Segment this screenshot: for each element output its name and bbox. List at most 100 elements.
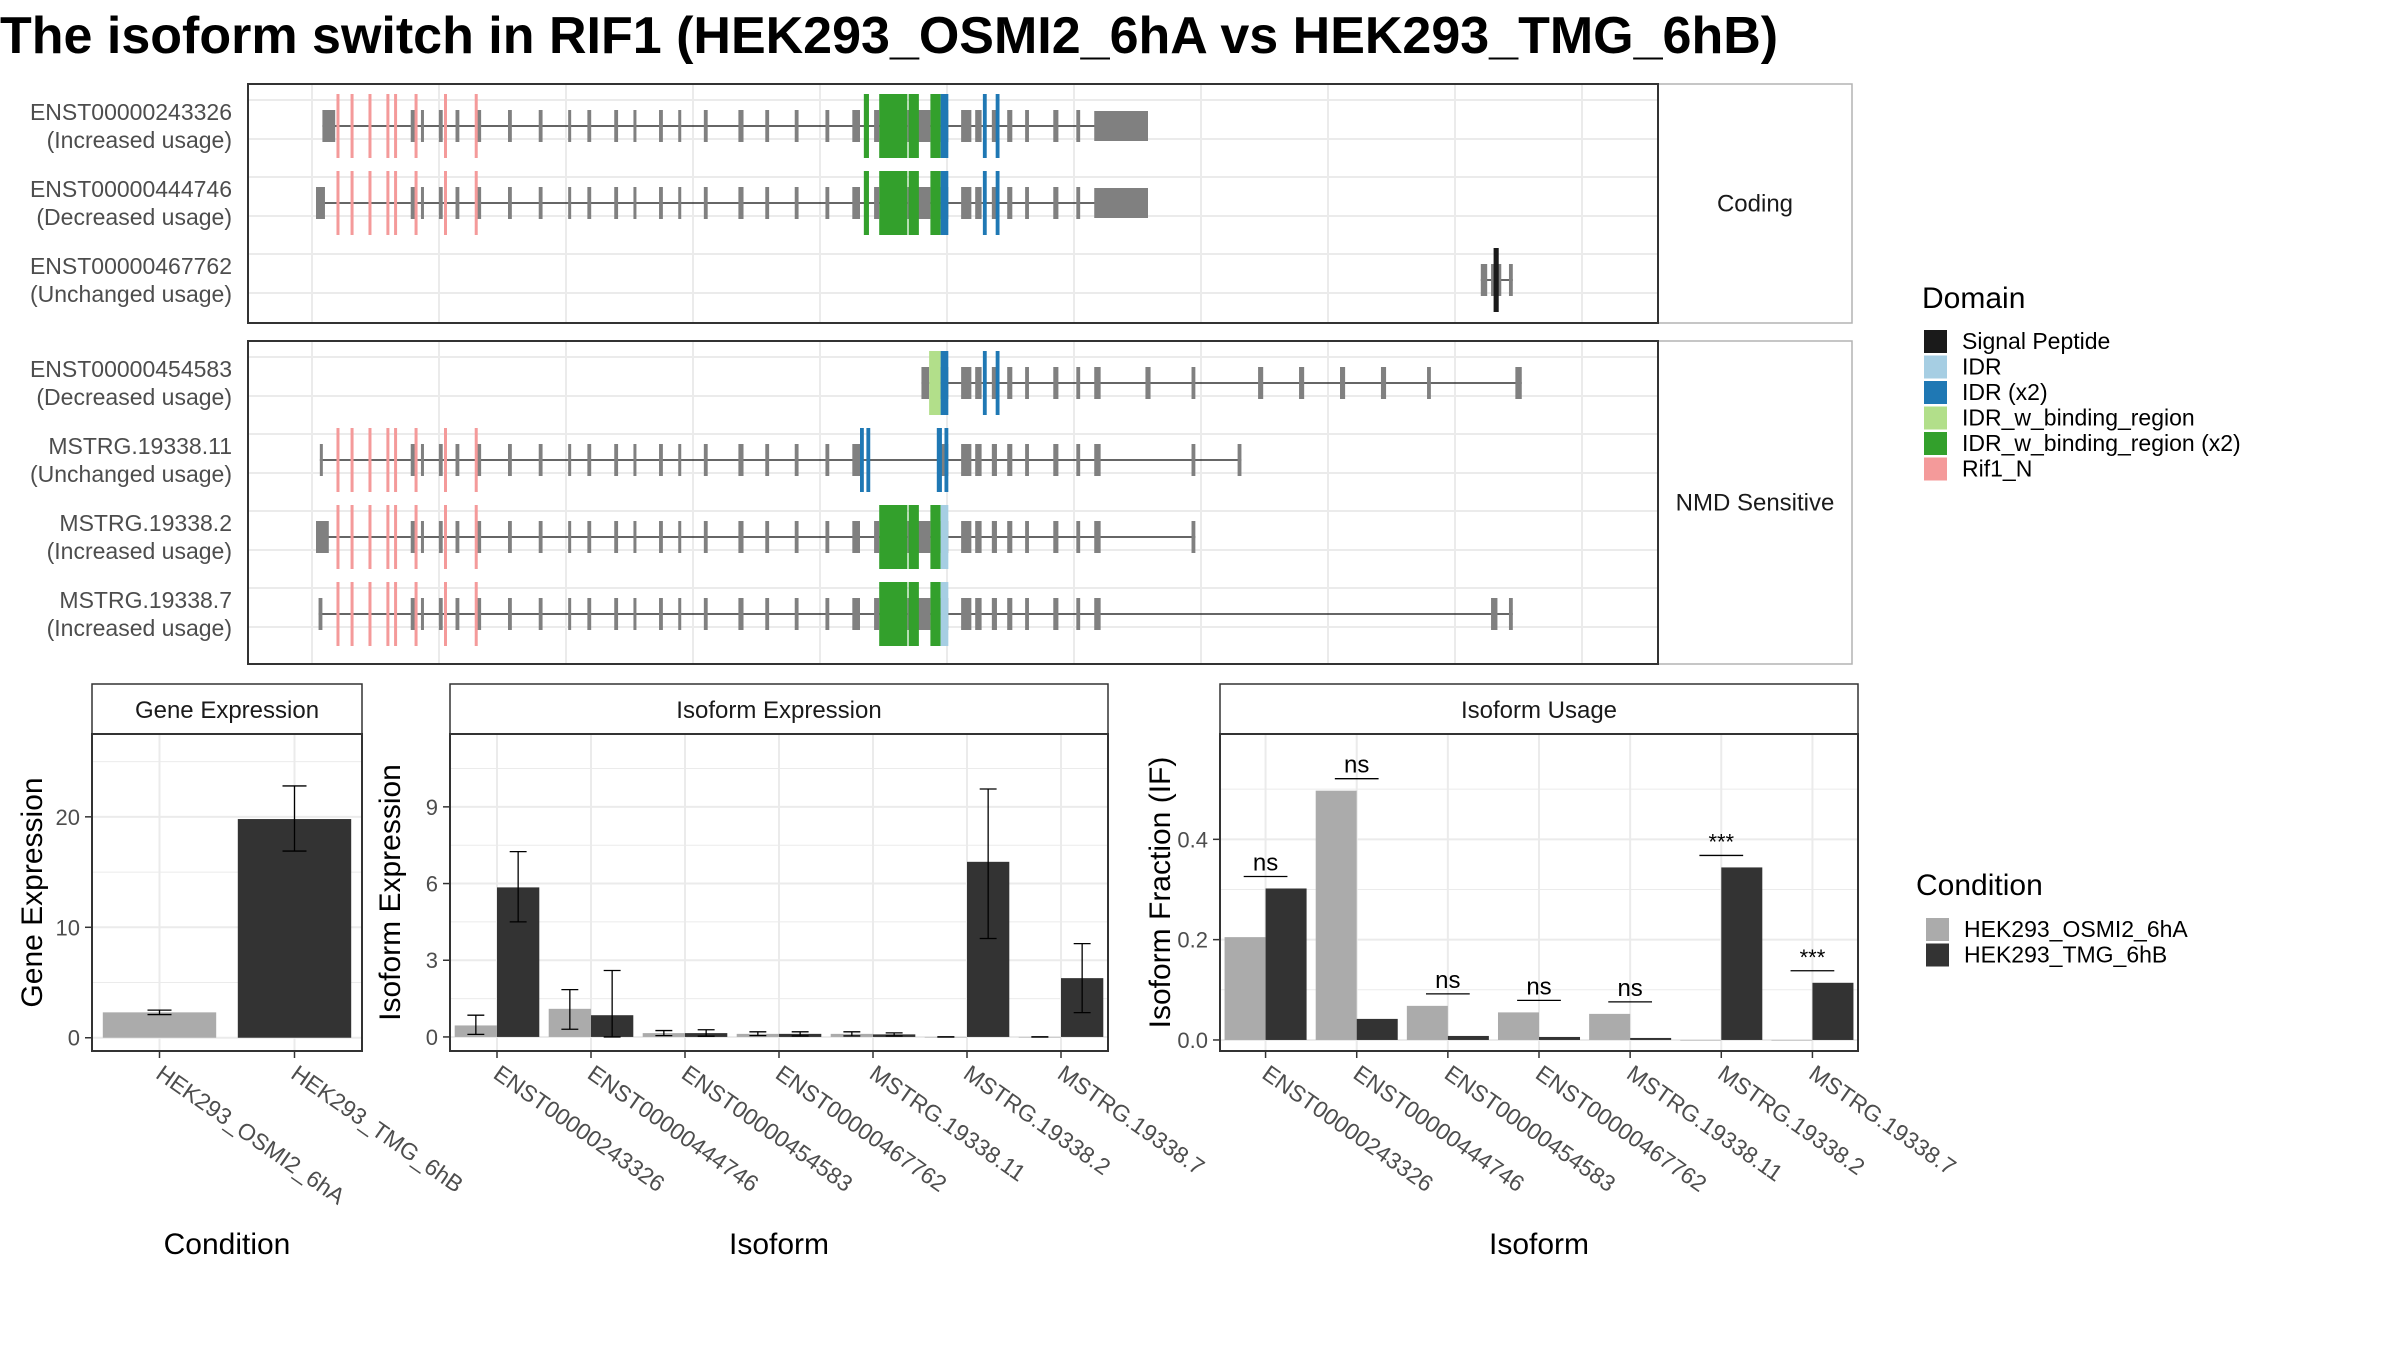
exon [852, 598, 860, 630]
bar [1812, 982, 1854, 1040]
exon [319, 444, 323, 476]
legend-key [1924, 381, 1947, 404]
exon [1094, 188, 1148, 218]
domain-region [866, 428, 871, 492]
transcript-track: MSTRG.19338.7(Increased usage) [47, 582, 1658, 646]
transcript-track: ENST00000444746(Decreased usage) [30, 171, 1658, 235]
domain-region [879, 505, 908, 569]
bar [1265, 888, 1307, 1040]
exon [765, 187, 770, 219]
exon [455, 187, 460, 219]
transcript-track: ENST00000243326(Increased usage) [30, 94, 1658, 158]
exon [508, 444, 512, 476]
exon [765, 110, 770, 142]
exon [1094, 111, 1148, 141]
y-tick-label: 0 [426, 1025, 438, 1050]
exon [568, 521, 572, 553]
exon [455, 598, 460, 630]
exon [508, 598, 512, 630]
exon [587, 110, 592, 142]
domain-region [474, 171, 478, 235]
exon [477, 187, 482, 219]
domain-region [930, 171, 941, 235]
transcript-track: ENST00000454583(Decreased usage) [30, 351, 1658, 415]
domain-region [995, 351, 1000, 415]
transcript-id-label: ENST00000444746 [30, 176, 232, 202]
domain-region [336, 505, 340, 569]
panel-border [91, 733, 363, 1052]
exon [659, 521, 663, 553]
exon [825, 598, 830, 630]
exon [568, 110, 572, 142]
exon [703, 444, 708, 476]
domain-region [386, 505, 390, 569]
exon [794, 187, 799, 219]
y-tick-label: 10 [56, 915, 80, 940]
domain-region [414, 94, 418, 158]
domain-region [350, 505, 354, 569]
exon [1258, 367, 1264, 399]
exon [614, 110, 619, 142]
domain-region [908, 582, 919, 646]
domain-region [908, 505, 919, 569]
exon [738, 521, 744, 553]
legend-key [1924, 330, 1947, 353]
y-tick-label: 0.4 [1177, 827, 1208, 852]
exon [633, 598, 637, 630]
exon [587, 187, 592, 219]
panel-title: Isoform Usage [1461, 697, 1617, 724]
domain-region [879, 94, 908, 158]
exon [961, 187, 972, 219]
significance-label: ns [1617, 975, 1642, 1002]
exon [614, 598, 619, 630]
domain-region [940, 171, 949, 235]
exon [738, 187, 744, 219]
exon [1427, 367, 1431, 399]
bar [1224, 937, 1266, 1040]
exon [568, 187, 572, 219]
exon [1145, 367, 1151, 399]
domain-region [350, 94, 354, 158]
domain-region [940, 351, 949, 415]
y-tick-label: 0.2 [1177, 928, 1208, 953]
exon [794, 521, 799, 553]
exon [568, 598, 572, 630]
domain-region [930, 582, 941, 646]
exon [410, 444, 418, 476]
facet-strip [1219, 683, 1859, 735]
exon [1508, 264, 1513, 296]
exon [455, 521, 460, 553]
exon [1094, 598, 1101, 630]
exon [1053, 110, 1059, 142]
significance-label: *** [1708, 829, 1734, 854]
domain-region [982, 171, 987, 235]
exon [420, 521, 424, 553]
exon [538, 110, 543, 142]
x-tick-label: ENST00000454583 [1440, 1060, 1620, 1197]
exon [508, 110, 512, 142]
x-tick-label: ENST00000444746 [583, 1060, 763, 1197]
exon [738, 110, 744, 142]
exon [975, 598, 982, 630]
exon [703, 110, 708, 142]
exon [678, 444, 682, 476]
x-tick-label: ENST00000467762 [1531, 1060, 1711, 1197]
exon [410, 187, 418, 219]
exon [991, 598, 997, 630]
x-tick-label: MSTRG.19338.11 [865, 1060, 1030, 1187]
bar [1315, 790, 1357, 1040]
domain-region [1493, 248, 1499, 312]
exon [1508, 598, 1513, 630]
domain-region [386, 94, 390, 158]
domain-region [368, 94, 372, 158]
exon [678, 110, 682, 142]
panel-background [248, 341, 1658, 664]
domain-region [936, 428, 942, 492]
transcript-usage-label: (Increased usage) [47, 127, 232, 153]
x-axis-title: Condition [164, 1228, 291, 1261]
exon [420, 598, 424, 630]
exon [991, 521, 997, 553]
domain-region [368, 582, 372, 646]
